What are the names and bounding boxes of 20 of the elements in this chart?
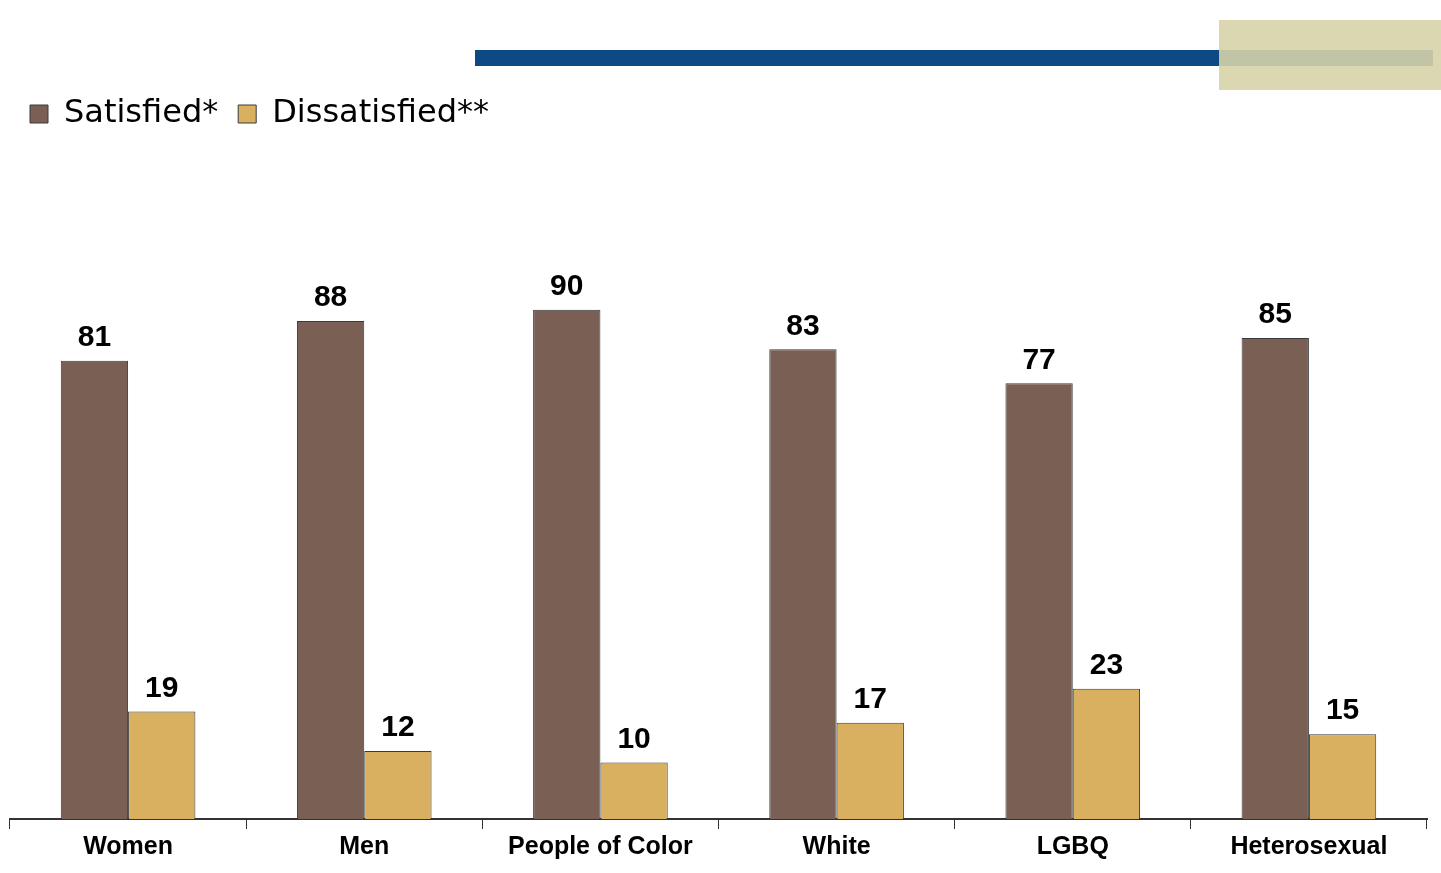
data-label: 88 [313,279,348,313]
data-label: 81 [77,318,112,352]
x-tick-label: LGBQ [1036,830,1109,859]
data-label: 90 [550,268,584,302]
data-label: 23 [1089,647,1124,681]
data-label: 12 [381,709,415,743]
x-tick-label: People of Color [508,830,694,859]
legend-label: Dissatisfied** [272,92,489,131]
x-tick-label: Women [83,830,173,859]
x-tick-label: Men [339,830,390,859]
data-label: 19 [145,669,179,703]
x-tick-label: Heterosexual [1230,830,1388,859]
data-label: 17 [853,681,887,715]
legend-label: Satisfied* [64,92,219,131]
data-label: 83 [786,307,820,341]
data-label: 10 [617,720,651,754]
x-tick-label: White [802,830,871,859]
data-label: 15 [1325,692,1360,726]
data-label: 77 [1022,341,1056,375]
data-label: 85 [1258,296,1292,330]
